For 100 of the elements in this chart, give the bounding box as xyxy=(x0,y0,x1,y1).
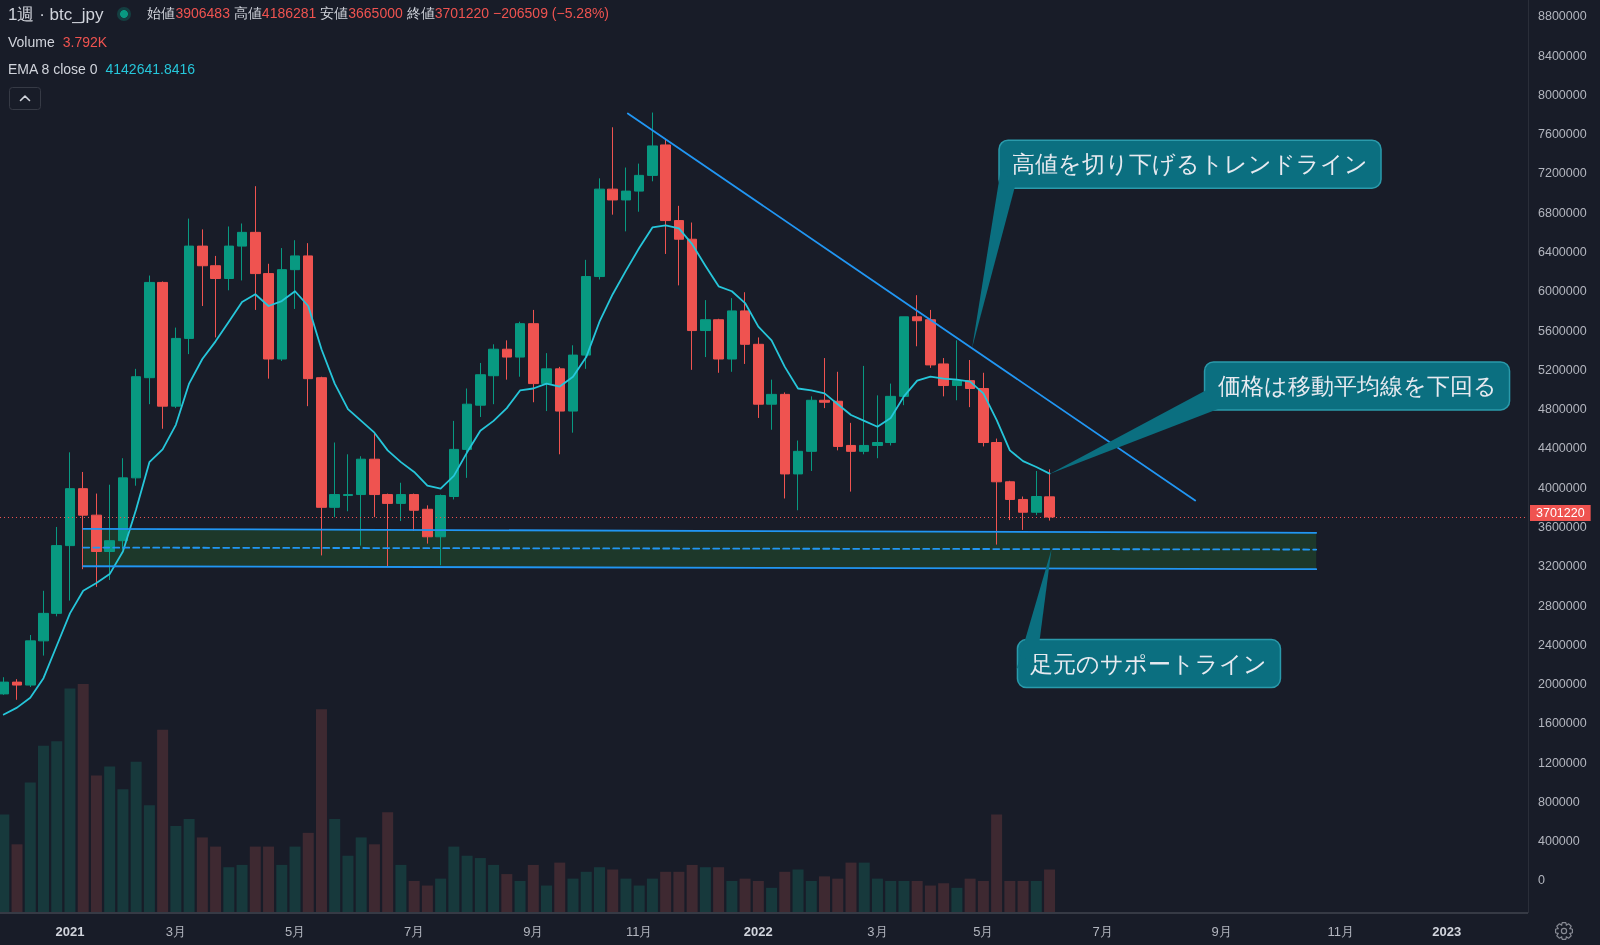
candlestick xyxy=(51,526,62,617)
y-tick-label: 3600000 xyxy=(1538,519,1587,534)
bar xyxy=(858,862,870,913)
candlestick xyxy=(171,327,181,409)
candlestick xyxy=(131,368,141,487)
candlestick xyxy=(263,263,274,380)
candlestick xyxy=(978,372,989,447)
bar xyxy=(77,683,89,913)
candlestick xyxy=(607,126,618,216)
bar xyxy=(660,871,672,913)
y-tick-label: 8800000 xyxy=(1538,9,1587,24)
candlestick xyxy=(872,394,883,459)
chart-title: 1週 · btc_jpy xyxy=(8,3,104,26)
bar xyxy=(779,871,791,913)
x-tick-label: 5月 xyxy=(284,923,306,939)
bar xyxy=(898,880,910,913)
candlestick xyxy=(104,484,115,581)
bar xyxy=(832,878,844,913)
bar xyxy=(699,866,711,913)
annotation: 価格は移動平均線を下回る xyxy=(1217,372,1497,399)
candlestick xyxy=(118,457,128,551)
candlestick xyxy=(674,205,684,286)
bar xyxy=(223,866,235,913)
bar xyxy=(90,775,102,913)
candlestick xyxy=(740,291,750,365)
candlestick xyxy=(634,163,644,213)
bar xyxy=(408,880,420,913)
candlestick xyxy=(846,422,856,493)
y-tick-label: 5200000 xyxy=(1538,362,1587,377)
candlestick xyxy=(157,280,168,430)
bar xyxy=(355,836,367,913)
x-tick-label: 2021 xyxy=(55,923,85,939)
y-tick-label: 7600000 xyxy=(1538,127,1587,142)
candlestick xyxy=(859,365,869,455)
bar xyxy=(210,846,222,913)
annotation: EMA 8 close 0 4142641.8416 xyxy=(8,61,196,77)
bar xyxy=(236,864,248,913)
bar xyxy=(792,868,804,913)
y-tick-label: 6000000 xyxy=(1538,284,1587,299)
line-series xyxy=(2,224,1051,716)
bar xyxy=(686,864,698,913)
bar xyxy=(37,745,49,913)
candlestick xyxy=(502,339,512,381)
candlestick xyxy=(197,228,208,307)
bar xyxy=(315,708,327,913)
bar xyxy=(421,885,433,913)
y-tick-label: 3200000 xyxy=(1538,559,1587,574)
bar xyxy=(263,846,275,913)
bar xyxy=(567,878,579,913)
bar xyxy=(64,688,76,913)
y-tick-label: 4800000 xyxy=(1538,402,1587,417)
bar xyxy=(607,868,619,913)
bar xyxy=(104,765,116,913)
candlestick xyxy=(396,482,406,522)
bar xyxy=(382,811,394,913)
y-tick-label: 1200000 xyxy=(1538,755,1587,770)
x-tick-label: 7月 xyxy=(404,923,425,939)
candlestick xyxy=(938,357,949,397)
candlestick xyxy=(329,442,340,518)
bar xyxy=(845,862,857,913)
bar xyxy=(170,825,182,913)
bar xyxy=(766,887,778,913)
annotation: Volume 3.792K xyxy=(8,34,108,50)
candlestick xyxy=(766,379,777,431)
candlestick xyxy=(449,420,459,500)
candlestick xyxy=(435,494,446,566)
candlestick xyxy=(925,309,936,369)
candlestick xyxy=(356,455,366,547)
candlestick xyxy=(237,223,247,281)
candlestick xyxy=(647,112,658,182)
bar xyxy=(673,871,685,913)
candlestick xyxy=(515,321,525,378)
candlestick xyxy=(290,239,300,310)
bar xyxy=(117,788,129,913)
bar xyxy=(24,781,36,913)
bar xyxy=(752,880,764,913)
y-tick-label: 5600000 xyxy=(1538,323,1587,338)
bar xyxy=(249,846,261,913)
x-tick-label: 11月 xyxy=(625,923,653,939)
bar xyxy=(289,846,301,913)
bar xyxy=(541,885,553,913)
candlestick xyxy=(210,255,221,338)
candlestick xyxy=(594,177,605,280)
bar xyxy=(633,885,645,913)
x-tick-label: 3月 xyxy=(867,923,888,939)
bar xyxy=(183,818,195,913)
bar xyxy=(938,882,950,913)
candlestick xyxy=(952,339,962,401)
bar xyxy=(11,843,23,913)
bar xyxy=(924,885,936,913)
candlestick xyxy=(1031,470,1042,516)
candlestick xyxy=(621,167,631,232)
candlestick xyxy=(369,432,380,518)
bar xyxy=(1004,880,1016,913)
bar xyxy=(646,878,658,913)
y-tick-label: 6800000 xyxy=(1538,205,1587,220)
x-tick-label: 9月 xyxy=(523,923,544,939)
bar xyxy=(977,880,989,913)
annotation: 足元のサポートライン xyxy=(1030,650,1268,677)
bar xyxy=(819,875,831,913)
